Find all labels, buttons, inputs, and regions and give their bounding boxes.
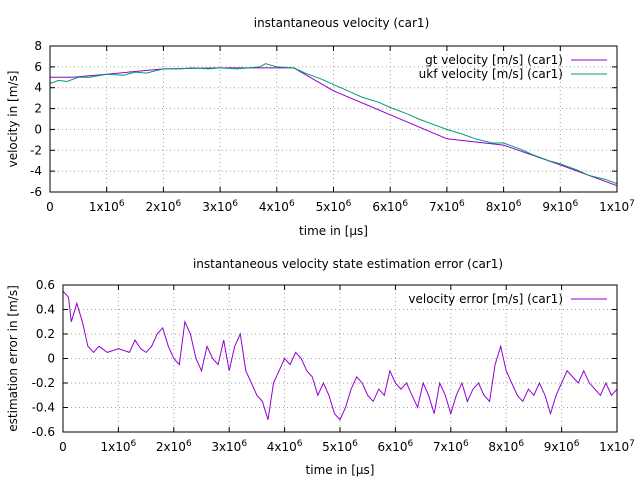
x-tick-label: 8x106 <box>488 439 524 454</box>
plot-frame <box>49 45 618 193</box>
legend-label: velocity error [m/s] (car1) <box>408 292 563 306</box>
x-tick-exponent: 6 <box>463 439 469 449</box>
x-tick-label: 7x106 <box>433 439 469 454</box>
x-tick-label: 4x106 <box>267 439 303 454</box>
series-line <box>62 290 618 421</box>
x-tick-exponent: 6 <box>119 199 125 209</box>
velocity-error-chart: instantaneous velocity state estimation … <box>6 257 635 477</box>
x-tick-exponent: 6 <box>459 199 465 209</box>
x-tick-label: 2x106 <box>156 439 192 454</box>
y-axis-label: estimation error in [m/s] <box>6 285 20 431</box>
x-tick-label: 6x106 <box>372 199 408 214</box>
x-tick-label: 3x106 <box>202 199 238 214</box>
x-tick-label: 0 <box>46 200 54 214</box>
x-tick-exponent: 6 <box>186 439 192 449</box>
x-tick-exponent: 6 <box>402 199 408 209</box>
y-tick-label: 2 <box>34 102 42 116</box>
x-tick-exponent: 6 <box>131 439 137 449</box>
velocity-chart: instantaneous velocity (car1) 0 1x106 2x106… <box>6 16 635 238</box>
x-axis-label: time in [µs] <box>299 224 368 238</box>
series-line <box>49 63 618 185</box>
x-tick-label: 4x106 <box>259 199 295 214</box>
y-axis-label: velocity in [m/s] <box>6 71 20 168</box>
x-tick-label: 6x106 <box>378 439 414 454</box>
x-tick-label: 0 <box>59 440 67 454</box>
x-tick-exponent: 6 <box>241 439 247 449</box>
y-tick-label: -2 <box>30 143 42 157</box>
x-tick-label: 8x106 <box>486 199 522 214</box>
x-tick-exponent: 6 <box>574 439 580 449</box>
y-tick-label: 0.4 <box>36 303 55 317</box>
y-tick-label: -6 <box>30 185 42 199</box>
x-tick-exponent: 6 <box>572 199 578 209</box>
x-tick-exponent: 6 <box>297 439 303 449</box>
y-tick-label: 4 <box>34 81 42 95</box>
y-tick-label: 0.2 <box>36 327 55 341</box>
x-tick-exponent: 6 <box>232 199 238 209</box>
x-tick-label: 1x107 <box>599 199 635 214</box>
series-line <box>50 67 618 187</box>
chart-title: instantaneous velocity state estimation … <box>193 257 503 271</box>
chart-title: instantaneous velocity (car1) <box>254 16 430 30</box>
x-tick-exponent: 6 <box>176 199 182 209</box>
x-tick-label: 5x106 <box>322 439 358 454</box>
x-tick-exponent: 6 <box>352 439 358 449</box>
x-tick-label: 1x106 <box>101 439 137 454</box>
x-tick-label: 5x106 <box>316 199 352 214</box>
y-tick-label: 0 <box>34 122 42 136</box>
y-tick-label: 6 <box>34 60 42 74</box>
y-tick-label: -4 <box>30 164 42 178</box>
x-tick-label: 7x106 <box>429 199 465 214</box>
x-tick-exponent: 7 <box>629 199 635 209</box>
y-tick-label: -0.6 <box>32 425 55 439</box>
x-tick-exponent: 7 <box>629 439 635 449</box>
y-tick-label: 8 <box>34 39 42 53</box>
legend-label: ukf velocity [m/s] (car1) <box>419 67 563 81</box>
y-tick-label: -0.2 <box>32 376 55 390</box>
x-tick-exponent: 6 <box>408 439 414 449</box>
x-tick-label: 9x106 <box>542 199 578 214</box>
x-tick-exponent: 6 <box>516 199 522 209</box>
x-tick-label: 2x106 <box>146 199 182 214</box>
x-tick-label: 1x107 <box>599 439 635 454</box>
y-tick-label: 0 <box>47 352 55 366</box>
x-axis-label: time in [µs] <box>306 463 375 477</box>
x-tick-exponent: 6 <box>346 199 352 209</box>
y-tick-label: 0.6 <box>36 278 55 292</box>
legend-label: gt velocity [m/s] (car1) <box>425 53 563 67</box>
x-tick-label: 3x106 <box>211 439 247 454</box>
x-tick-label: 9x106 <box>544 439 580 454</box>
x-tick-label: 1x106 <box>89 199 125 214</box>
plot-frame <box>62 284 618 433</box>
x-tick-exponent: 6 <box>518 439 524 449</box>
y-tick-label: -0.4 <box>32 401 55 415</box>
x-tick-exponent: 6 <box>289 199 295 209</box>
